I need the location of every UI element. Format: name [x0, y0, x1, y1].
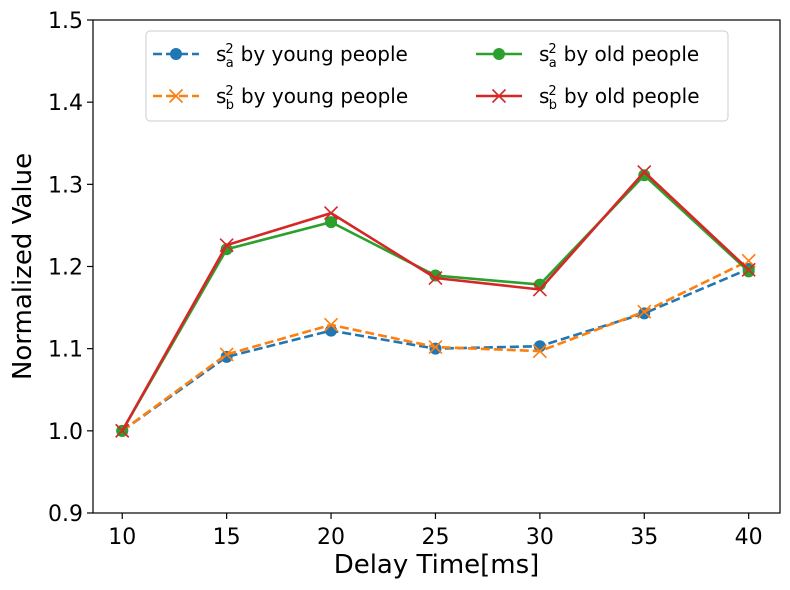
legend-item-2: s2 b by young people: [153, 84, 408, 113]
data-point: [428, 339, 443, 355]
data-point: [532, 344, 547, 359]
legend-marker: [168, 88, 184, 104]
legend-item-3: s2 a by old people: [476, 42, 699, 71]
data-point: [219, 347, 234, 362]
data-point: [741, 262, 756, 277]
x-axis-label: Delay Time[ms]: [334, 550, 540, 580]
data-point: [637, 304, 652, 319]
y-tick-label: 1.5: [48, 9, 83, 34]
data-point: [325, 216, 338, 229]
series-line: [121, 259, 750, 432]
x-axis: 10 15 20 25 30 35 40: [108, 513, 763, 550]
x-tick-label: 10: [108, 525, 136, 550]
data-point: [219, 238, 234, 253]
series-line: [121, 174, 750, 432]
data-point: [323, 206, 339, 221]
data-point: [532, 282, 547, 297]
series-3: [116, 169, 755, 437]
y-tick-label: 1.4: [48, 91, 83, 116]
data-point: [638, 169, 651, 182]
series-line: [121, 170, 750, 432]
plot-area: [115, 164, 756, 438]
x-tick-label: 25: [421, 525, 449, 550]
y-axis-label: Normalized Value: [8, 153, 38, 380]
y-axis: 0.9 1.0 1.1 1.2 1.3 1.4 1.5: [48, 9, 93, 527]
x-tick-label: 20: [317, 525, 345, 550]
legend-item-1: s2 a by young people: [153, 42, 408, 71]
y-tick-label: 1.0: [48, 420, 83, 445]
series-2: [115, 253, 756, 438]
x-tick-label: 40: [735, 525, 763, 550]
series-4: [115, 164, 756, 438]
legend-box: [145, 30, 729, 122]
data-point: [428, 270, 443, 286]
legend-marker: [170, 48, 182, 60]
y-tick-label: 0.9: [48, 502, 83, 527]
legend-marker: [493, 48, 505, 60]
y-tick-label: 1.1: [48, 338, 83, 363]
x-tick-label: 30: [526, 525, 554, 550]
data-point: [115, 423, 130, 438]
y-tick-label: 1.2: [48, 256, 83, 281]
legend-marker: [491, 88, 507, 104]
legend-label: s2 b by young people: [216, 84, 408, 113]
data-point: [429, 342, 442, 355]
x-tick-label: 35: [630, 525, 658, 550]
legend-item-4: s2 b by old people: [476, 84, 700, 113]
x-tick-label: 15: [213, 525, 241, 550]
series-1: [116, 262, 755, 437]
legend-label: s2 a by old people: [539, 42, 699, 71]
data-point: [323, 317, 339, 332]
data-point: [637, 164, 652, 180]
y-tick-label: 1.3: [48, 173, 83, 198]
legend-label: s2 a by young people: [216, 42, 408, 71]
legend-label: s2 b by old people: [539, 84, 700, 113]
legend: s2 a by young people s2 b by young people s2 a b…: [145, 30, 729, 122]
